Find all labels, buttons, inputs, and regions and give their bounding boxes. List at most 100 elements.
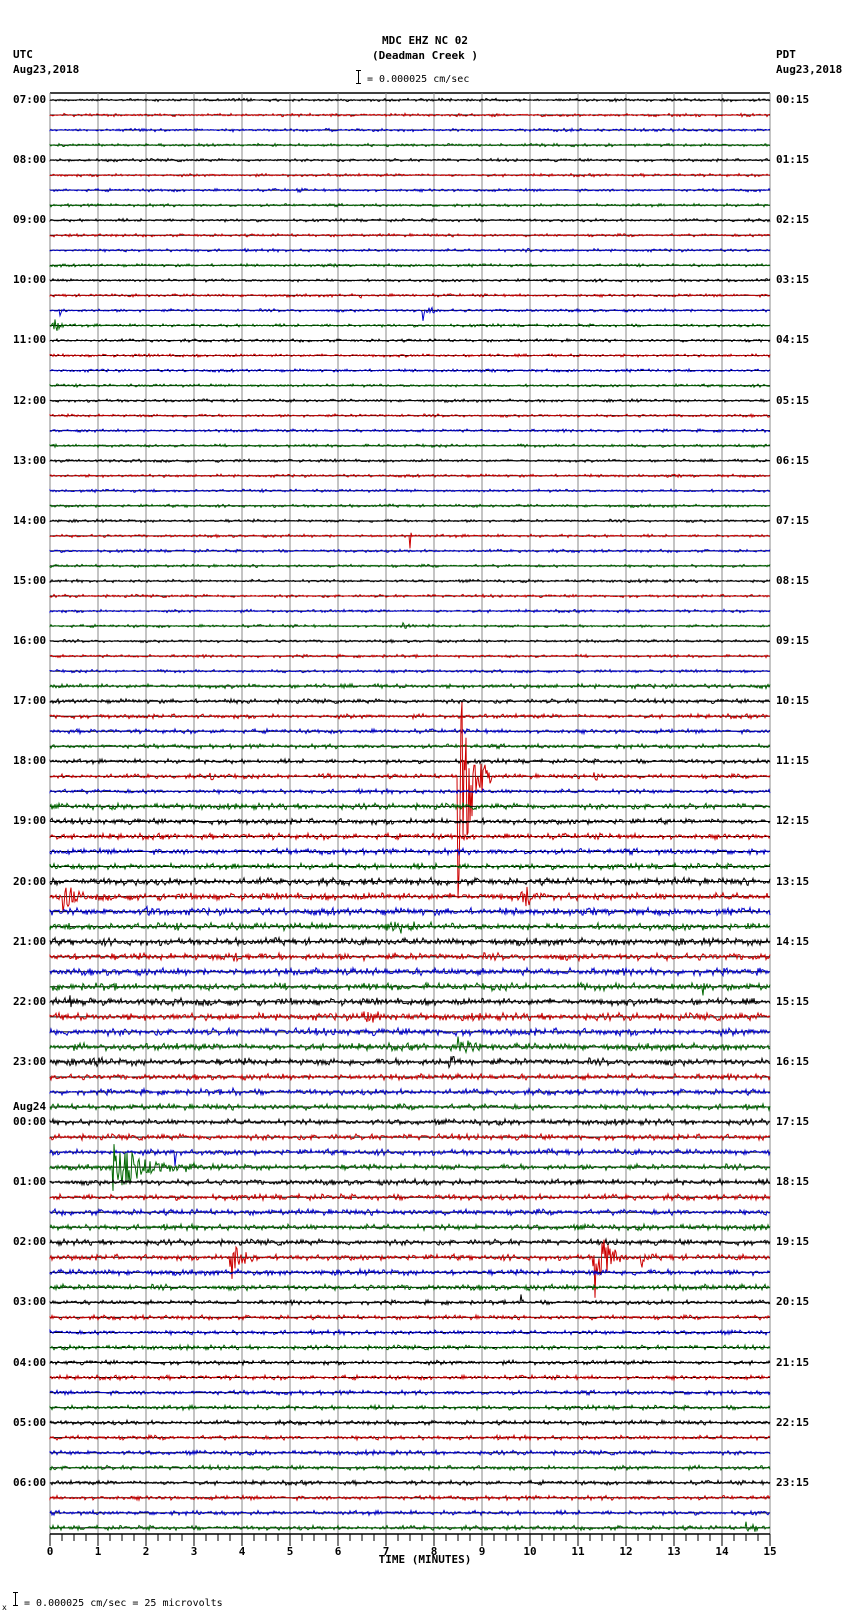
x-axis-title: TIME (MINUTES) — [378, 1553, 472, 1566]
seismic-trace — [49, 578, 771, 584]
utc-hour-label: 11:00 — [13, 333, 47, 347]
x-tick-label: 12 — [619, 1545, 633, 1558]
pdt-hour-label: 07:15 — [776, 513, 810, 527]
seismic-trace — [49, 1373, 771, 1382]
utc-hour-label: 09:00 — [13, 213, 47, 227]
seismic-trace — [49, 742, 771, 751]
utc-hour-label: 07:00 — [13, 93, 47, 106]
seismic-trace — [49, 920, 771, 934]
seismic-trace — [49, 1313, 771, 1322]
seismic-trace — [49, 487, 771, 494]
seismic-trace — [49, 668, 771, 674]
footer-scale-bar-icon — [13, 1592, 21, 1606]
seismic-trace — [49, 816, 771, 827]
seismic-trace — [49, 232, 771, 238]
seismic-trace — [49, 1494, 771, 1502]
x-tick-label: 2 — [142, 1545, 150, 1558]
utc-hour-label: 14:00 — [13, 513, 47, 527]
seismic-trace — [49, 787, 771, 796]
seismic-trace — [49, 905, 771, 917]
scale-bar-icon — [356, 70, 364, 84]
seismic-trace — [49, 801, 771, 812]
seismic-trace — [49, 1144, 771, 1191]
seismic-trace — [49, 608, 771, 614]
utc-hour-label: 01:00 — [13, 1175, 47, 1189]
seismic-trace — [49, 157, 771, 163]
seismic-trace — [49, 712, 771, 721]
seismic-trace — [49, 861, 771, 872]
seismic-trace — [49, 621, 771, 629]
utc-hour-label: 06:00 — [13, 1475, 47, 1489]
pdt-hour-label: 04:15 — [776, 333, 810, 347]
utc-hour-label: 20:00 — [13, 874, 47, 888]
seismic-trace — [49, 217, 771, 223]
seismic-trace — [49, 1207, 771, 1218]
pdt-hour-label: 15:15 — [776, 994, 810, 1008]
seismic-trace — [49, 995, 771, 1008]
utc-hour-label: 03:00 — [13, 1295, 47, 1309]
x-tick-label: 9 — [478, 1545, 486, 1558]
seismic-trace — [49, 981, 771, 996]
utc-hour-label: 16:00 — [13, 634, 47, 648]
seismic-trace — [49, 1521, 771, 1533]
utc-hour-label: 13:00 — [13, 453, 47, 467]
seismic-trace — [49, 1086, 771, 1097]
seismic-trace — [49, 935, 771, 948]
seismic-trace — [49, 1239, 771, 1298]
seismic-trace — [49, 682, 771, 691]
seismic-trace — [49, 442, 770, 449]
seismic-trace — [49, 1508, 771, 1517]
seismic-trace — [49, 1388, 771, 1397]
seismic-trace — [49, 1132, 771, 1142]
seismic-trace — [49, 1147, 771, 1166]
site-name: (Deadman Creek ) — [372, 49, 478, 62]
seismic-trace — [49, 1117, 771, 1127]
seismic-trace — [49, 951, 771, 963]
seismic-trace — [49, 1418, 771, 1427]
x-tick-label: 5 — [286, 1545, 294, 1558]
pdt-hour-label: 21:15 — [776, 1355, 810, 1369]
scale-text: = 0.000025 cm/sec — [367, 74, 470, 85]
seismic-trace — [49, 1478, 771, 1487]
seismic-trace — [49, 532, 771, 549]
seismic-trace — [49, 382, 771, 389]
seismic-trace — [49, 727, 771, 736]
seismic-trace — [49, 367, 771, 374]
seismic-trace — [49, 427, 771, 434]
pdt-hour-label: 08:15 — [776, 573, 810, 587]
seismic-trace — [49, 563, 771, 569]
utc-hour-label: 05:00 — [13, 1415, 47, 1429]
pdt-hour-label: 09:15 — [776, 634, 810, 648]
seismic-trace — [49, 1463, 771, 1472]
seismic-trace — [49, 337, 771, 344]
seismic-trace — [49, 187, 771, 194]
seismic-trace — [49, 1101, 771, 1112]
seismic-trace — [49, 593, 771, 599]
seismic-trace — [49, 142, 771, 148]
pdt-hour-label: 13:15 — [776, 874, 810, 888]
seismic-trace — [49, 1177, 771, 1187]
seismic-trace — [49, 1403, 771, 1412]
pdt-hour-label: 11:15 — [776, 754, 810, 768]
x-tick-label: 13 — [667, 1545, 681, 1558]
pdt-hour-label: 00:15 — [776, 93, 810, 106]
pdt-hour-label: 10:15 — [776, 694, 810, 708]
seismic-trace — [49, 831, 771, 842]
seismic-trace — [49, 1267, 771, 1277]
utc-hour-label: 15:00 — [13, 573, 47, 587]
x-tick-label: 6 — [334, 1545, 342, 1558]
pdt-hour-label: 17:15 — [776, 1115, 810, 1129]
x-tick-label: 10 — [523, 1545, 537, 1558]
pdt-hour-label: 19:15 — [776, 1235, 810, 1249]
day-change-label: Aug24 — [13, 1100, 47, 1114]
seismic-trace — [49, 352, 771, 359]
utc-hour-label: 04:00 — [13, 1355, 47, 1369]
seismic-trace — [49, 1072, 771, 1082]
seismic-trace — [49, 886, 771, 913]
seismic-trace — [49, 846, 771, 857]
seismic-trace — [49, 1222, 771, 1233]
seismic-trace — [49, 1343, 771, 1352]
seismic-trace — [49, 292, 771, 299]
seismic-trace — [49, 397, 770, 404]
